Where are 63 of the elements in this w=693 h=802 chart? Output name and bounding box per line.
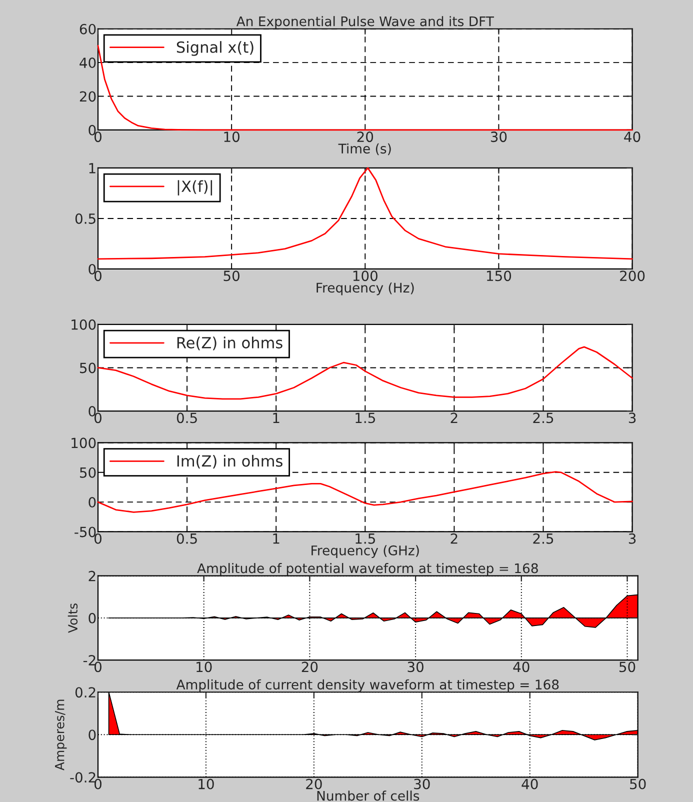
y-tick-label: 0.2 xyxy=(75,687,96,698)
y-tick-label: 0 xyxy=(88,612,96,624)
x-tick-label: 1.5 xyxy=(356,412,375,424)
x-tick-label: 20 xyxy=(302,662,318,672)
x-tick-label: 2.5 xyxy=(533,412,554,424)
x-tick-label: 50 xyxy=(224,270,240,282)
x-tick-label: 2 xyxy=(450,412,458,423)
x-tick-label: 10 xyxy=(224,132,240,142)
line-series xyxy=(97,471,633,513)
x-tick-label: 0.5 xyxy=(176,533,197,544)
y-tick-label: 0 xyxy=(88,730,96,740)
legend-label: Signal x(t) xyxy=(176,41,254,56)
x-tick-label: 40 xyxy=(522,778,538,790)
y-tick-label: -50 xyxy=(74,526,96,538)
y-tick-label: 100 xyxy=(72,319,96,330)
y-tick-label: 50 xyxy=(80,362,96,374)
x-tick-label: 50 xyxy=(630,778,646,790)
x-tick-label: 3 xyxy=(628,533,636,544)
y-tick-label: -0.2 xyxy=(70,772,96,783)
y-tick-label: 40 xyxy=(80,58,96,68)
x-tick-label: 10 xyxy=(196,662,212,672)
x-axis-title: Frequency (Hz) xyxy=(316,282,414,296)
legend-label: |X(f)| xyxy=(178,180,212,196)
x-tick-label: 30 xyxy=(414,778,430,790)
x-tick-label: 1.5 xyxy=(356,534,375,544)
y-tick-label: 100 xyxy=(72,438,96,448)
y-axis-title: Amperes/m xyxy=(55,700,67,770)
x-tick-label: 10 xyxy=(198,778,214,790)
legend-label: Im(Z) in ohms xyxy=(177,454,282,469)
x-tick-label: 2 xyxy=(450,533,458,544)
x-tick-label: 1 xyxy=(273,412,280,423)
x-tick-label: 20 xyxy=(357,132,374,142)
y-tick-label: 0.5 xyxy=(75,213,96,224)
y-tick-label: 0 xyxy=(88,497,96,508)
x-tick-label: 50 xyxy=(619,662,636,672)
y-tick-label: 60 xyxy=(80,24,96,34)
y-tick-label: 0 xyxy=(88,124,96,136)
chart-title: Amplitude of current density waveform at timestep = 168 xyxy=(176,679,559,692)
legend-label: Re(Z) in ohms xyxy=(177,336,282,350)
x-tick-label: 150 xyxy=(486,270,512,282)
y-axis-title: Volts xyxy=(68,603,78,633)
y-tick-label: 20 xyxy=(80,91,96,102)
x-tick-label: 2.5 xyxy=(533,533,554,544)
x-tick-label: 3 xyxy=(628,412,636,424)
x-axis-title: Frequency (GHz) xyxy=(312,545,419,558)
y-tick-label: 1 xyxy=(89,163,96,174)
x-tick-label: 30 xyxy=(408,662,424,672)
x-tick-label: 40 xyxy=(513,662,530,672)
x-axis-title: Number of cells xyxy=(317,790,420,801)
chart-title: Amplitude of potential waveform at timestep = 168 xyxy=(197,563,538,576)
x-tick-label: 200 xyxy=(620,270,645,282)
y-tick-label: 50 xyxy=(80,467,96,478)
x-tick-label: 100 xyxy=(353,270,378,282)
x-tick-label: 30 xyxy=(490,132,507,142)
x-tick-label: 1 xyxy=(273,534,280,544)
x-axis-title: Time (s) xyxy=(338,143,391,156)
x-tick-label: 0.5 xyxy=(176,412,197,424)
x-tick-label: 40 xyxy=(624,132,640,142)
x-tick-label: 20 xyxy=(306,778,322,790)
y-tick-label: 0 xyxy=(88,264,96,274)
y-tick-label: -2 xyxy=(83,655,96,666)
chart-title: An Exponential Pulse Wave and its DFT xyxy=(236,16,494,29)
y-tick-label: 2 xyxy=(88,570,96,582)
